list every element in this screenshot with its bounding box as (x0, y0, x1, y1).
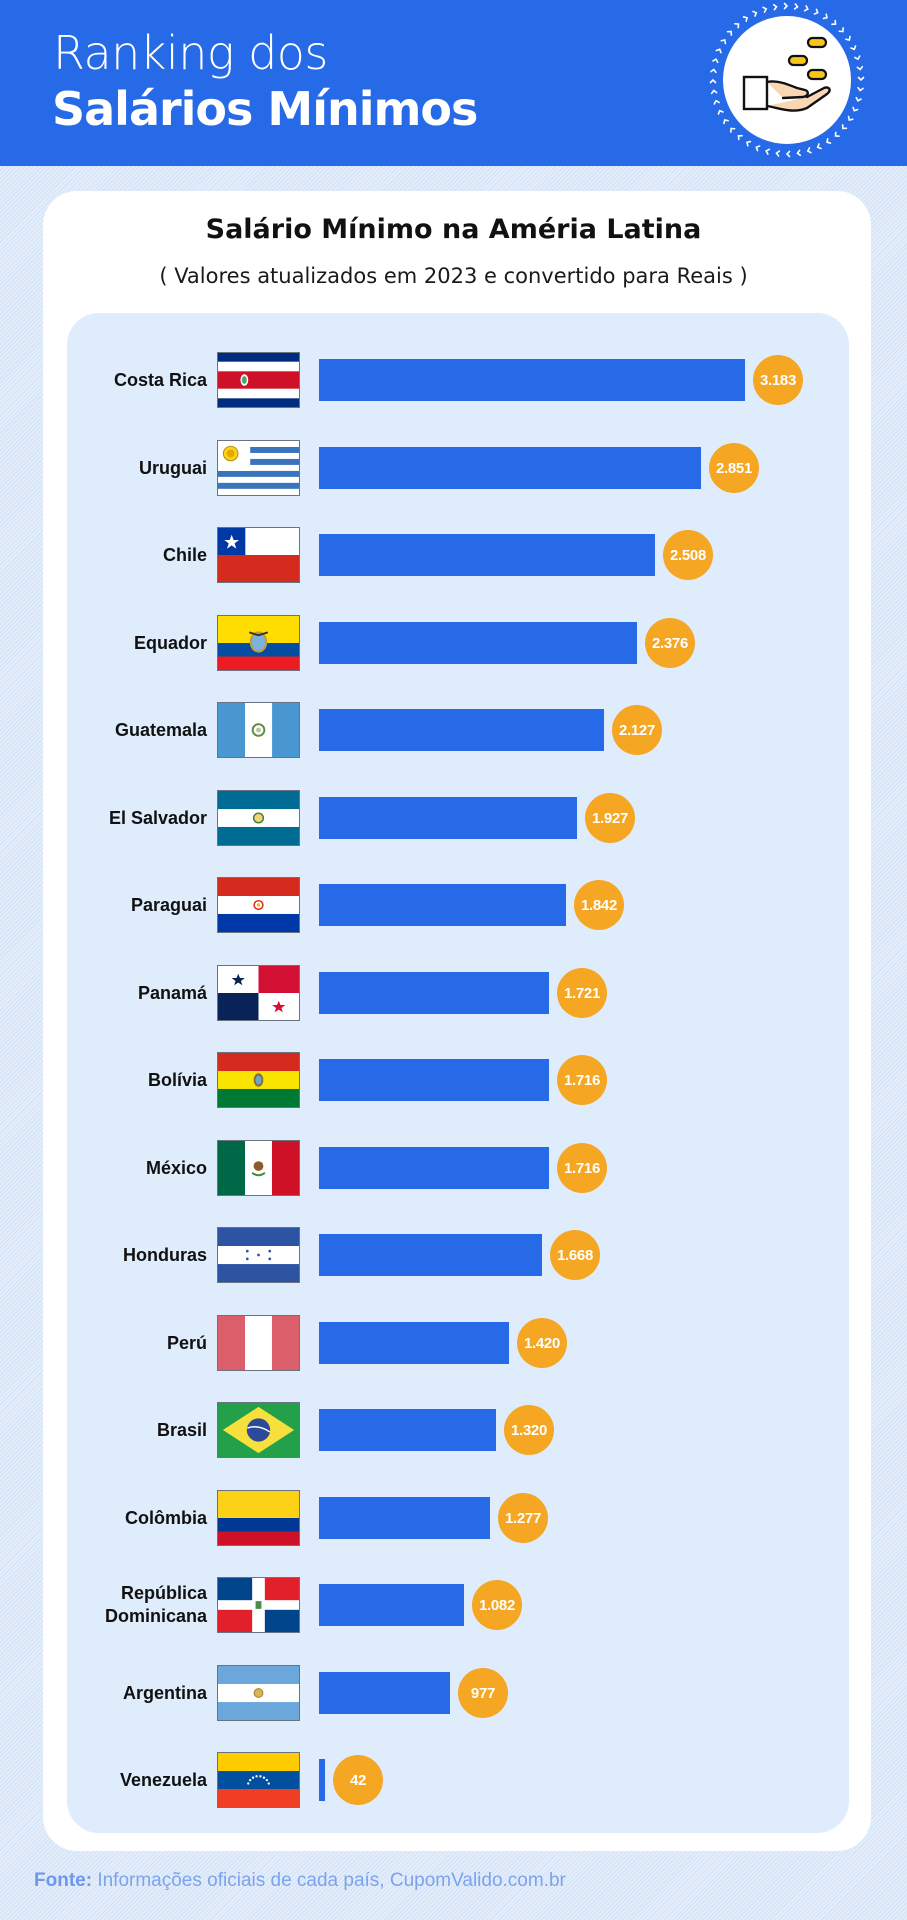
value-bar (319, 1147, 549, 1189)
source-text: Informações oficiais de cada país, Cupom… (92, 1870, 566, 1891)
bar-row: Equador 2.376 (0, 613, 907, 673)
value-badge: 1.668 (550, 1230, 600, 1280)
country-label: Guatemala (114, 719, 207, 740)
value-bar (319, 359, 745, 401)
bar-row: México 1.716 (0, 1138, 907, 1198)
country-label: Uruguai (138, 457, 207, 478)
country-label: Colômbia (124, 1507, 207, 1528)
bar-row: Chile 2.508 (0, 525, 907, 585)
ecuador-flag-icon (217, 615, 300, 671)
source-footer: Fonte: Informações oficiais de cada país… (34, 1870, 566, 1892)
argentina-flag-icon (217, 1665, 300, 1721)
venezuela-flag-icon (217, 1752, 300, 1808)
bar-row: Venezuela 42 (0, 1750, 907, 1810)
dominican-republic-flag-icon (217, 1577, 300, 1633)
country-label: Venezuela (119, 1769, 207, 1790)
bar-row: República Dominicana 1.082 (0, 1575, 907, 1635)
chart-subtitle: ( Valores atualizados em 2023 e converti… (159, 264, 748, 288)
bar-row: Argentina 977 (0, 1663, 907, 1723)
bar-row: El Salvador 1.927 (0, 788, 907, 848)
value-bar (319, 447, 701, 489)
value-badge: 42 (333, 1755, 383, 1805)
bar-row: Paraguai 1.842 (0, 875, 907, 935)
bar-row: Panamá 1.721 (0, 963, 907, 1023)
honduras-flag-icon (217, 1227, 300, 1283)
bar-row: Uruguai 2.851 (0, 438, 907, 498)
value-bar (319, 622, 637, 664)
value-bar (319, 1322, 509, 1364)
country-label: Panamá (137, 982, 207, 1003)
value-bar (319, 797, 577, 839)
bar-row: Bolívia 1.716 (0, 1050, 907, 1110)
el-salvador-flag-icon (217, 790, 300, 846)
value-badge: 1.927 (585, 793, 635, 843)
value-badge: 977 (458, 1668, 508, 1718)
country-label: Argentina (122, 1682, 207, 1703)
header-banner: Ranking dos Salários Mínimos (0, 0, 907, 166)
guatemala-flag-icon (217, 702, 300, 758)
paraguay-flag-icon (217, 877, 300, 933)
value-bar (319, 1759, 325, 1801)
bar-row: Perú 1.420 (0, 1313, 907, 1373)
value-bar (319, 1234, 542, 1276)
value-bar (319, 534, 655, 576)
chile-flag-icon (217, 527, 300, 583)
value-badge: 1.842 (574, 880, 624, 930)
uruguay-flag-icon (217, 440, 300, 496)
peru-flag-icon (217, 1315, 300, 1371)
country-label: Chile (162, 544, 207, 565)
value-bar (319, 1409, 496, 1451)
value-badge: 1.716 (557, 1055, 607, 1105)
value-badge: 1.082 (472, 1580, 522, 1630)
value-badge: 2.851 (709, 443, 759, 493)
bar-row: Honduras 1.668 (0, 1225, 907, 1285)
value-badge: 1.320 (504, 1405, 554, 1455)
brazil-flag-icon (217, 1402, 300, 1458)
value-bar (319, 1672, 450, 1714)
mexico-flag-icon (217, 1140, 300, 1196)
value-badge: 1.420 (517, 1318, 567, 1368)
colombia-flag-icon (217, 1490, 300, 1546)
country-label: Brasil (156, 1419, 207, 1440)
value-badge: 1.277 (498, 1493, 548, 1543)
country-label: El Salvador (108, 807, 207, 828)
value-badge: 2.127 (612, 705, 662, 755)
country-label: Perú (166, 1332, 207, 1353)
value-bar (319, 1497, 490, 1539)
value-badge: 3.183 (753, 355, 803, 405)
header-title-line1: Ranking dos (53, 26, 328, 80)
costa-rica-flag-icon (217, 352, 300, 408)
value-bar (319, 884, 566, 926)
value-bar (319, 972, 549, 1014)
bar-row: Brasil 1.320 (0, 1400, 907, 1460)
country-label: Equador (133, 632, 207, 653)
country-label: Costa Rica (113, 369, 207, 390)
value-badge: 2.508 (663, 530, 713, 580)
country-label: México (145, 1157, 207, 1178)
country-label: Bolívia (147, 1069, 207, 1090)
hand-with-coins-icon (707, 2, 867, 162)
country-label: Paraguai (130, 894, 207, 915)
value-bar (319, 709, 604, 751)
header-title-line2: Salários Mínimos (52, 82, 478, 136)
bar-row: Colômbia 1.277 (0, 1488, 907, 1548)
value-badge: 1.721 (557, 968, 607, 1018)
value-badge: 1.716 (557, 1143, 607, 1193)
panama-flag-icon (217, 965, 300, 1021)
country-label: Honduras (122, 1244, 207, 1265)
bar-row: Costa Rica 3.183 (0, 350, 907, 410)
bar-row: Guatemala 2.127 (0, 700, 907, 760)
chart-title: Salário Mínimo na Améria Latina (205, 214, 702, 245)
value-bar (319, 1584, 464, 1626)
value-bar (319, 1059, 549, 1101)
bolivia-flag-icon (217, 1052, 300, 1108)
value-badge: 2.376 (645, 618, 695, 668)
country-label: República Dominicana (104, 1583, 207, 1626)
source-label: Fonte: (34, 1870, 93, 1891)
